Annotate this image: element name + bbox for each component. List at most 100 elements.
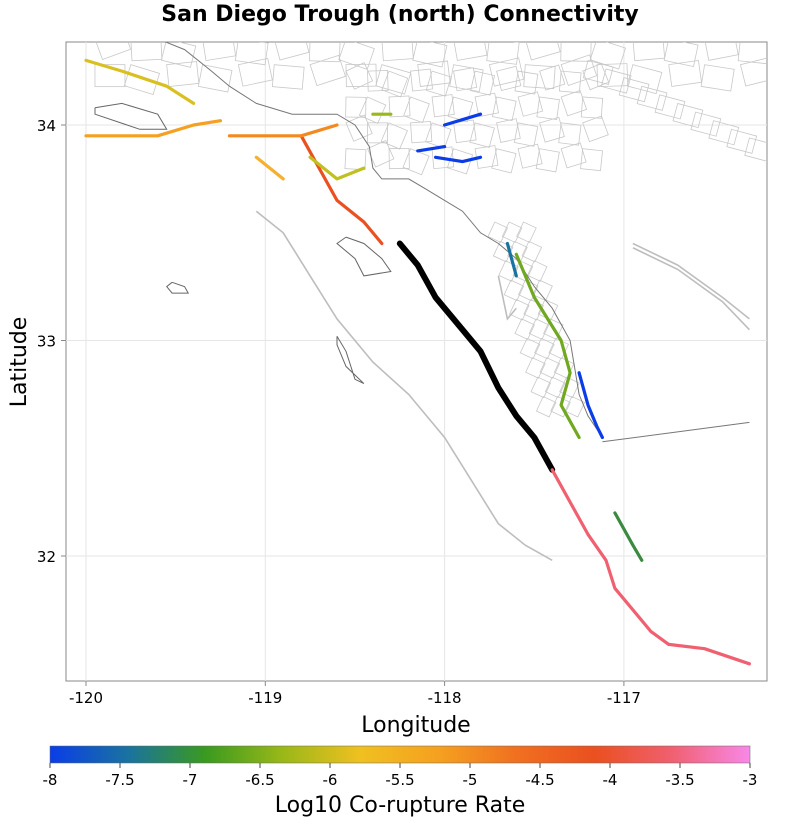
fault-mesh-cell <box>564 395 586 418</box>
colorbar-tick-label: -6.5 <box>245 771 274 789</box>
fault-mesh-cell <box>381 70 409 98</box>
rupture-trace <box>227 123 339 138</box>
fault-mesh-cell <box>519 337 541 360</box>
fault-mesh-cell <box>514 318 535 340</box>
fault-mesh-cell <box>582 115 609 143</box>
fault-mesh-cell <box>704 42 739 61</box>
x-ticks: -120 -119 -118 -117 <box>69 681 641 707</box>
fault-mesh-cell <box>744 137 767 163</box>
y-ticks: 34 33 32 <box>37 117 66 566</box>
basemap <box>94 42 750 561</box>
fault-mesh-cell <box>543 318 564 340</box>
fault-mesh-cell <box>388 147 410 170</box>
fault-mesh-cell <box>512 260 534 282</box>
fault-mesh-cell <box>739 56 767 87</box>
fault-mesh-cell <box>309 54 346 87</box>
fault-mesh-cell <box>273 42 310 61</box>
fault-mesh-cell <box>632 42 666 62</box>
fault-mesh-cell <box>516 221 537 243</box>
fault-mesh-cell <box>345 62 374 90</box>
fault-mesh-cell <box>367 122 388 144</box>
fault-mesh-cell <box>534 337 555 360</box>
fault-mesh-cell <box>491 96 517 122</box>
rupture-trace <box>505 241 518 278</box>
rupture-trace <box>443 112 483 127</box>
fault-mesh-cell <box>345 96 367 118</box>
fault-mesh-cell <box>381 42 414 62</box>
fault-mesh-cell <box>580 148 603 172</box>
fault-mesh-cell <box>539 64 566 91</box>
fault-mesh-cell <box>380 122 408 150</box>
rupture-trace <box>84 58 196 106</box>
fault-mesh-cell <box>535 148 560 173</box>
fault-mesh-cell <box>166 61 200 87</box>
fault-mesh-cell <box>202 42 237 61</box>
fault-mesh-cell <box>496 118 521 143</box>
colorbar-tick-label: -7.5 <box>105 771 134 789</box>
fault-mesh-cell <box>517 143 543 169</box>
plot-area <box>65 41 768 682</box>
colorbar-tick-label: -5.5 <box>385 771 414 789</box>
fault-mesh-cell <box>672 102 704 129</box>
colorbar-ticks: -8 -7.5 -7 -6.5 -6 -5.5 -5 -4.5 -4 -3.5 -3 <box>43 763 757 789</box>
fault-mesh-cell <box>449 64 484 92</box>
rupture-trace <box>416 145 447 153</box>
rupture-trace <box>550 468 752 666</box>
fault-mesh-cell <box>234 42 269 66</box>
island-outline <box>336 236 392 277</box>
y-tick-label: 34 <box>37 117 56 135</box>
fault-mesh-cell <box>560 142 587 169</box>
fault-mesh-cell <box>503 279 525 302</box>
fault-mesh-cell <box>94 42 132 60</box>
fault-mesh-cell <box>491 148 517 174</box>
colorbar-tick-label: -8 <box>43 771 58 789</box>
fault-mesh-cell <box>539 116 565 143</box>
x-tick-label: -118 <box>428 689 462 707</box>
unconnected-fault-trace <box>255 210 553 561</box>
island-outline <box>336 335 365 385</box>
fault-mesh-cell <box>470 70 496 96</box>
chart-title: San Diego Trough (north) Connectivity <box>161 2 639 27</box>
fault-mesh-cell <box>410 68 433 92</box>
fault-mesh-cell <box>636 85 668 111</box>
rupture-trace <box>299 134 384 246</box>
colorbar-tick-label: -7 <box>183 771 198 789</box>
fault-mesh-cell <box>130 42 163 62</box>
fault-mesh-cell <box>582 59 614 85</box>
fault-mesh-cell <box>536 96 560 121</box>
fault-mesh-cell <box>528 318 550 340</box>
colorbar-tick-label: -5 <box>463 771 478 789</box>
x-axis-label: Longitude <box>361 713 470 738</box>
rupture-trace <box>577 371 605 440</box>
fault-mesh-cell <box>417 60 451 87</box>
fault-mesh-cell <box>453 119 477 144</box>
x-tick-label: -119 <box>248 689 282 707</box>
fault-mesh-cell <box>271 64 305 90</box>
fault-mesh-cell <box>474 92 499 118</box>
fault-mesh-cell <box>560 54 598 86</box>
fault-mesh-cell <box>558 122 582 146</box>
fault-mesh-cell <box>410 121 433 144</box>
fault-mesh-cell <box>708 120 740 146</box>
colorbar-tick-label: -4 <box>603 771 618 789</box>
fault-mesh-cell <box>737 42 767 65</box>
fault-mesh-cell <box>539 357 561 379</box>
colorbar-tick-label: -4.5 <box>525 771 554 789</box>
fault-mesh-cell <box>559 376 580 399</box>
island-outline <box>165 281 190 294</box>
fault-mesh-cell <box>558 70 582 94</box>
fault-mesh-cell <box>367 70 389 92</box>
fault-mesh-cell <box>308 42 341 63</box>
fault-mesh-cell <box>521 240 543 263</box>
fault-mesh-cell <box>486 42 520 65</box>
colorbar-tick-label: -6 <box>323 771 338 789</box>
unconnected-fault-trace <box>632 242 750 320</box>
fault-mesh-cell <box>600 68 632 94</box>
colorbar-label: Log10 Co-rupture Rate <box>275 793 526 818</box>
fault-mesh-cell <box>776 30 800 60</box>
rupture-trace <box>613 511 644 562</box>
fault-mesh-cell <box>425 70 452 97</box>
rupture-trace <box>308 155 366 181</box>
source-fault-trace <box>396 240 556 473</box>
